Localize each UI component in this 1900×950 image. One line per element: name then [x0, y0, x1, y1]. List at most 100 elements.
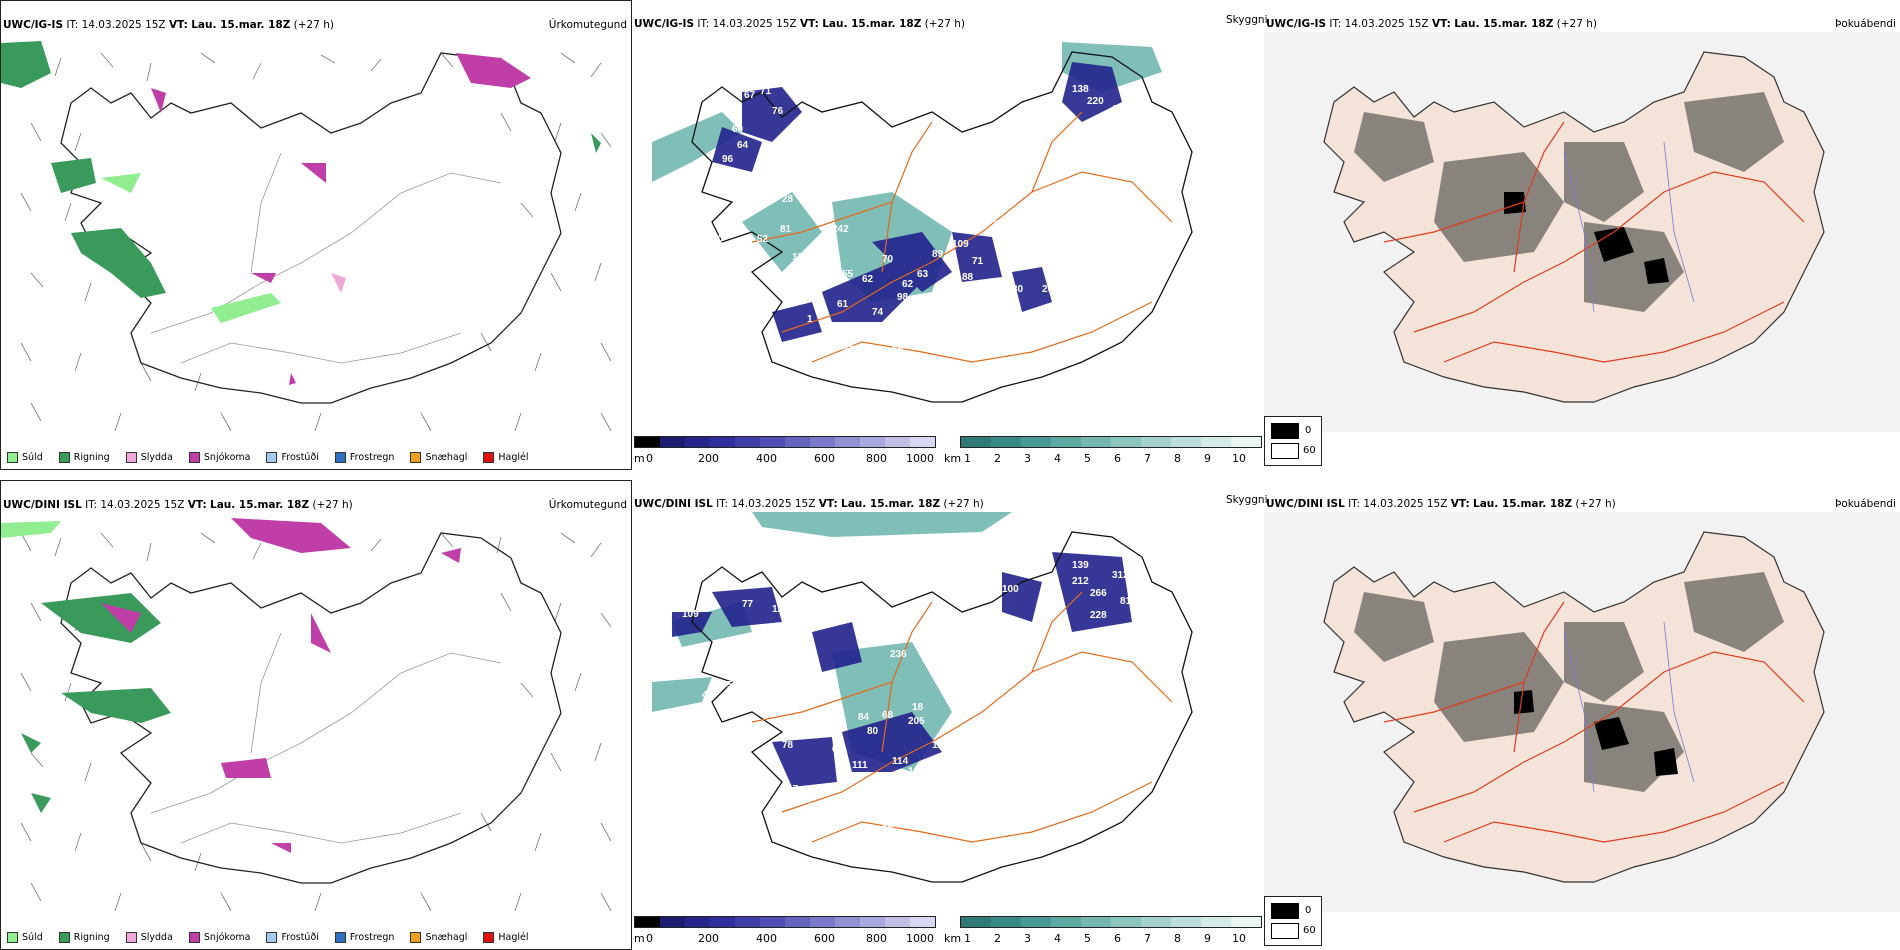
tick: 10: [1232, 452, 1246, 465]
legend-item: Súld: [7, 932, 43, 943]
parameter-title: Úrkomutegund: [548, 499, 627, 511]
precip-type-map: [1, 518, 612, 912]
legend-item: Frostúði: [266, 452, 319, 463]
fog-panel: UWC/DINI ISL IT: 14.03.2025 15Z VT: Lau.…: [1264, 480, 1900, 950]
cloud-label: 109: [952, 239, 969, 250]
visibility-ticks: km 1 2 3 4 5 6 7 8 9 10: [944, 932, 1262, 948]
tick: 200: [698, 452, 719, 465]
cloud-label: 84: [822, 334, 834, 345]
legend-item: Rigning: [58, 452, 110, 463]
precip-type-map: [1, 41, 612, 432]
init-time: 14.03.2025 15Z: [100, 499, 185, 511]
precip-legend: Súld Rigning Slydda Snjókoma Frostúði Fr…: [7, 932, 529, 943]
cloud-height-ticks: m 0 200 400 600 800 1000: [634, 932, 944, 948]
cloud-height-ticks: m 0 200 400 600 800 1000: [634, 452, 944, 468]
cloud-label: 263: [1082, 142, 1099, 153]
cloud-label: 263: [1082, 120, 1099, 131]
cloud-label: 107: [807, 802, 824, 813]
cloud-label: 88: [962, 272, 974, 283]
cloud-label: 12: [792, 252, 804, 263]
precip-legend: Súld Rigning Slydda Snjókoma Frostúði Fr…: [7, 452, 529, 463]
cloud-label: 74: [872, 307, 884, 318]
panel-header: UWC/DINI ISL IT: 14.03.2025 15Z VT: Lau.…: [3, 499, 353, 511]
fog-core: [1504, 192, 1669, 284]
cloud-label: 100: [1002, 584, 1019, 595]
parameter-title: Úrkomutegund: [548, 19, 627, 31]
rivers: [1563, 621, 1695, 793]
panel-header: UWC/DINI ISL IT: 14.03.2025 15Z VT: Lau.…: [634, 498, 984, 510]
cloud-label: 205: [908, 716, 925, 727]
cloud-label: 62: [862, 274, 874, 285]
legend-item: Snjókoma: [188, 452, 250, 463]
tick: 600: [814, 932, 835, 945]
lead-time: (+27 h): [943, 498, 984, 510]
topo-labels: 67 71 76 18 60 64 82 96 59 100 28 33 30 …: [662, 84, 1139, 367]
cloud-label: 502: [982, 214, 999, 225]
init-time: 14.03.2025 15Z: [81, 19, 166, 31]
roads: [1383, 121, 1805, 363]
legend-item: Slydda: [125, 452, 173, 463]
legend-item: Snjókoma: [188, 932, 250, 943]
tick: 3: [1024, 452, 1031, 465]
cloud-label: 242: [832, 224, 849, 235]
cloud-label: 71: [760, 86, 772, 97]
cloud-label: 85: [892, 344, 904, 355]
fog-map: [1264, 32, 1900, 432]
tick: 0: [646, 452, 653, 465]
cloud-label: 81: [1120, 596, 1132, 607]
legend-item: Frostúði: [266, 932, 319, 943]
tick: 10: [1232, 932, 1246, 945]
cloud-visibility-panel: UWC/IG-IS IT: 14.03.2025 15Z VT: Lau. 15…: [632, 0, 1264, 470]
tick: 5: [1084, 932, 1091, 945]
tick: 800: [866, 932, 887, 945]
cloud-label: 170: [902, 609, 919, 620]
cloud-label: 30: [712, 234, 724, 245]
legend-item: Frostregn: [334, 932, 394, 943]
cloud-height-colorbar: [634, 436, 936, 448]
cloud-label: 125: [962, 314, 979, 325]
parameter-title: Þokuábendi: [1835, 18, 1896, 30]
cloud-label: 111: [852, 760, 868, 771]
cloud-label: 89: [932, 249, 944, 260]
panel-header: UWC/IG-IS IT: 14.03.2025 15Z VT: Lau. 15…: [634, 18, 966, 30]
precip-type-panel: UWC/IG-IS IT: 14.03.2025 15Z VT: Lau. 15…: [0, 0, 632, 470]
roads: [751, 591, 1173, 843]
cloud-label: 62: [902, 279, 914, 290]
cloud-label: 76: [772, 106, 784, 117]
tick: 1: [964, 932, 971, 945]
cloud-label: 86: [890, 834, 902, 845]
tick: 4: [1054, 452, 1061, 465]
cloud-label: 28: [782, 194, 794, 205]
cloud-label: 109: [682, 609, 699, 620]
legend-item: Súld: [7, 452, 43, 463]
wind-barbs: [20, 532, 612, 912]
cloud-label: 212: [1072, 576, 1089, 587]
legend-item: Snæhagl: [410, 932, 467, 943]
fog-legend: 0 60: [1264, 896, 1322, 946]
cloud-label: 50: [812, 274, 824, 285]
parameter-title: Þokuábendi: [1835, 498, 1896, 510]
cloud-label: 77: [742, 599, 754, 610]
cloud-label: 76: [947, 164, 959, 175]
cloud-label: 62: [812, 726, 824, 737]
cloud-label: 117: [782, 784, 799, 795]
model-name: UWC/IG-IS: [634, 18, 695, 30]
model-name: UWC/DINI ISL: [634, 498, 713, 510]
fog-legend: 0 60: [1264, 416, 1322, 466]
cloud-label: 139: [1072, 560, 1089, 571]
legend-item: Frostregn: [334, 452, 394, 463]
lead-time: (+27 h): [312, 499, 353, 511]
init-time: 14.03.2025 15Z: [1363, 498, 1448, 510]
cloud-label: 80: [932, 154, 944, 165]
legend-item: Snæhagl: [410, 452, 467, 463]
precip-type-panel: UWC/DINI ISL IT: 14.03.2025 15Z VT: Lau.…: [0, 480, 632, 950]
cloud-label: 71: [972, 256, 984, 267]
cloud-label: 125: [902, 784, 919, 795]
cloud-label: 52: [757, 234, 769, 245]
cloud-label: 59: [732, 184, 744, 195]
tick: 800: [866, 452, 887, 465]
tick: 600: [814, 452, 835, 465]
cloud-label: 98: [897, 292, 909, 303]
cloud-label: 75: [772, 690, 784, 701]
cloud-label: 63: [917, 269, 929, 280]
